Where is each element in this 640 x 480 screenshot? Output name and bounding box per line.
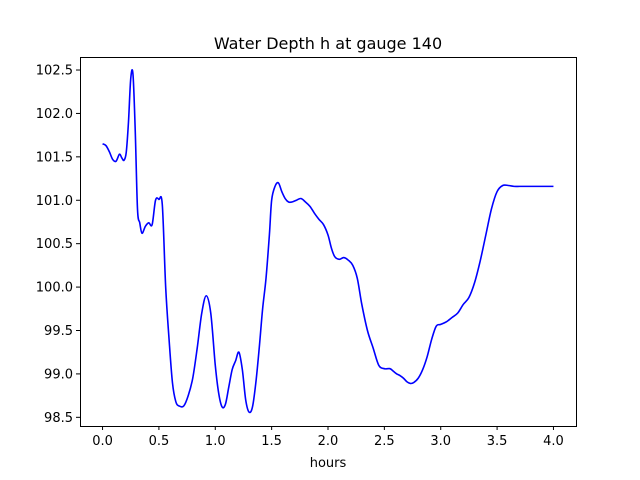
x-tick-label: 2.0 [318, 434, 339, 449]
x-tick-label: 0.0 [92, 434, 113, 449]
chart-title: Water Depth h at gauge 140 [214, 34, 442, 53]
x-tick-label: 4.0 [543, 434, 564, 449]
x-tick-label: 1.0 [205, 434, 226, 449]
plot-frame [80, 57, 577, 427]
axis-ticks: 0.0 0.5 1.0 1.5 2.0 2.5 3.0 3.5 4.0 98.5 99.0 99.5 1… [36, 64, 564, 449]
y-tick-label: 101.5 [36, 150, 73, 165]
x-tick-label: 1.5 [261, 434, 282, 449]
y-tick-label: 102.5 [36, 64, 73, 79]
x-tick-label: 0.5 [149, 434, 170, 449]
x-tick-label: 3.0 [430, 434, 451, 449]
y-tick-label: 102.0 [36, 107, 73, 122]
y-tick-label: 100.0 [36, 281, 73, 296]
y-tick-label: 99.5 [44, 324, 73, 339]
series-line [102, 69, 554, 414]
x-axis-label: hours [310, 456, 347, 471]
x-tick-label: 2.5 [374, 434, 395, 449]
y-tick-label: 101.0 [36, 194, 73, 209]
y-tick-label: 99.0 [44, 367, 73, 382]
y-tick-label: 100.5 [36, 237, 73, 252]
plot-area [102, 69, 554, 414]
y-tick-label: 98.5 [44, 411, 73, 426]
x-tick-label: 3.5 [487, 434, 508, 449]
